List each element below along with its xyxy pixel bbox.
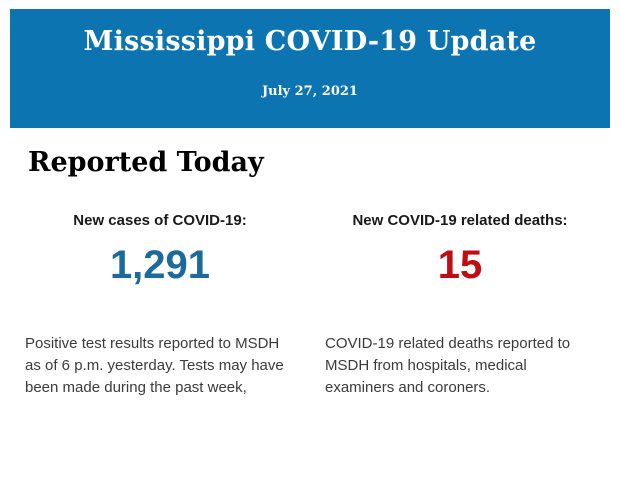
new-deaths-value: 15 <box>437 243 483 287</box>
header-banner: Mississippi COVID-19 Update July 27, 202… <box>10 9 610 128</box>
new-cases-value: 1,291 <box>109 243 211 287</box>
section-heading-reported-today: Reported Today <box>28 147 264 178</box>
report-date: July 27, 2021 <box>262 84 358 99</box>
covid-update-page: Mississippi COVID-19 Update July 27, 202… <box>0 9 620 492</box>
stat-new-cases: New cases of COVID-19: 1,291 Positive te… <box>10 179 310 399</box>
stat-new-deaths: New COVID-19 related deaths: 15 COVID-19… <box>310 179 610 399</box>
page-title: Mississippi COVID-19 Update <box>83 26 537 57</box>
new-deaths-label: New COVID-19 related deaths: <box>352 212 568 229</box>
new-deaths-description: COVID-19 related deaths reported to MSDH… <box>325 335 571 396</box>
new-cases-label: New cases of COVID-19: <box>73 212 247 229</box>
stats-grid: New cases of COVID-19: 1,291 Positive te… <box>10 179 610 399</box>
new-cases-description: Positive test results reported to MSDH a… <box>25 335 284 396</box>
